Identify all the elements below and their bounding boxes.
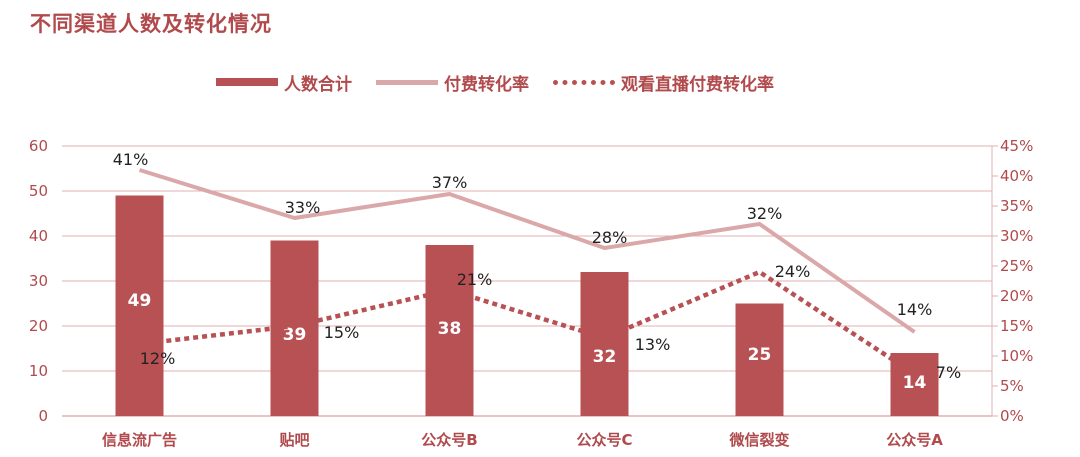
dotted-point-label: 13% (635, 335, 671, 354)
x-tick-label: 贴吧 (279, 431, 309, 449)
y-right-tick-label: 0% (1000, 407, 1024, 425)
bar (115, 195, 164, 416)
legend-bar-label: 人数合计 (284, 74, 352, 95)
dotted-point-label: 15% (324, 323, 360, 342)
legend-item-dotted: 观看直播付费转化率 (553, 70, 774, 95)
y-right-tick-label: 25% (1000, 257, 1033, 275)
y-right-tick-label: 5% (1000, 377, 1024, 395)
x-tick-label: 公众号B (421, 431, 477, 449)
line-point-label: 37% (432, 173, 468, 192)
bar-value-label: 32 (593, 347, 617, 367)
bar-value-label: 38 (438, 319, 462, 339)
y-right-tick-label: 15% (1000, 317, 1033, 335)
y-right-tick-label: 10% (1000, 347, 1033, 365)
legend-item-line: 付费转化率 (376, 70, 529, 95)
y-left-tick-label: 60 (29, 137, 48, 155)
y-right-tick-label: 30% (1000, 227, 1033, 245)
y-right-tick-label: 40% (1000, 167, 1033, 185)
line-point-label: 41% (113, 150, 149, 169)
y-right-tick-label: 20% (1000, 287, 1033, 305)
line-point-label: 33% (285, 198, 321, 217)
bar-value-label: 14 (903, 373, 927, 393)
legend-line-swatch (376, 79, 438, 85)
y-left-tick-label: 50 (29, 182, 48, 200)
bar (580, 272, 629, 416)
y-left-tick-label: 40 (29, 227, 48, 245)
line-point-label: 14% (897, 300, 933, 319)
bar-value-label: 39 (283, 325, 307, 345)
y-left-tick-label: 20 (29, 317, 48, 335)
bar-value-label: 25 (748, 345, 772, 365)
legend-dotted-label: 观看直播付费转化率 (621, 74, 774, 95)
dotted-point-label: 21% (457, 270, 493, 289)
x-tick-label: 公众号A (886, 431, 943, 449)
legend-bar-swatch (216, 78, 278, 86)
y-left-tick-label: 10 (29, 362, 48, 380)
bar-value-label: 49 (128, 291, 152, 311)
x-tick-label: 信息流广告 (102, 431, 177, 449)
dotted-point-label: 7% (936, 363, 961, 382)
dotted-point-label: 12% (140, 349, 176, 368)
dotted-series-live-conversion (139, 269, 916, 376)
legend-line-label: 付费转化率 (444, 74, 529, 95)
bar (735, 303, 784, 416)
line-series-paid-conversion (138, 168, 916, 334)
bar (425, 245, 474, 416)
y-right-tick-label: 45% (1000, 137, 1033, 155)
legend-item-bar: 人数合计 (216, 70, 352, 95)
y-left-tick-label: 30 (29, 272, 48, 290)
y-right-tick-label: 35% (1000, 197, 1033, 215)
y-left-tick-label: 0 (38, 407, 48, 425)
chart-title: 不同渠道人数及转化情况 (30, 12, 272, 36)
x-tick-label: 微信裂变 (728, 431, 789, 449)
legend-dotted-swatch (553, 79, 615, 85)
x-tick-label: 公众号C (576, 431, 632, 449)
line-point-label: 32% (747, 204, 783, 223)
line-point-label: 28% (592, 228, 628, 247)
legend: 人数合计 付费转化率 观看直播付费转化率 (216, 70, 798, 95)
dotted-point-label: 24% (775, 262, 811, 281)
